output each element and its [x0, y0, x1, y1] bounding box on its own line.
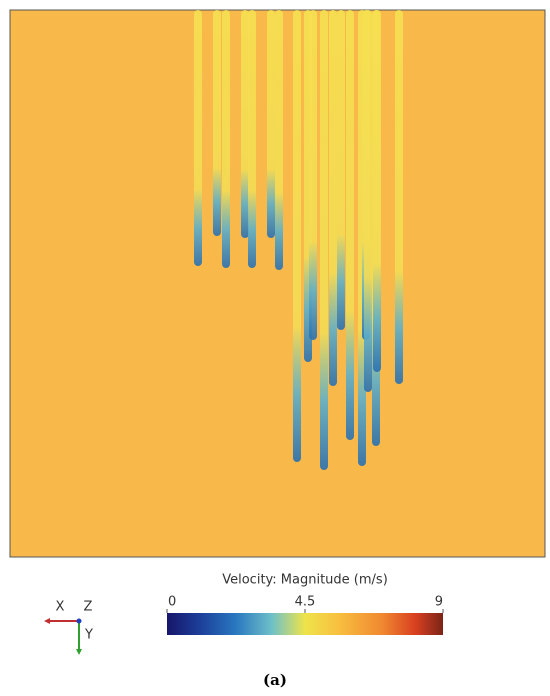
plume: [248, 10, 256, 268]
plume: [364, 10, 372, 392]
plume: [293, 10, 301, 462]
plume: [222, 10, 230, 268]
plumes: [194, 10, 403, 470]
caption: (a): [263, 671, 287, 689]
colorbar-tick-label: 4.5: [295, 595, 316, 610]
plume: [194, 10, 202, 266]
plume: [337, 10, 345, 330]
plume: [373, 10, 381, 372]
x-arrow-head: [44, 618, 50, 624]
plume: [346, 10, 354, 440]
plume: [329, 10, 337, 386]
plume: [395, 10, 403, 384]
colorbar-tick-label: 9: [435, 595, 443, 610]
plume: [275, 10, 283, 270]
plume: [309, 10, 317, 340]
z-axis-dot: [76, 618, 82, 624]
colorbar-tick-label: 0: [168, 595, 176, 610]
z-label: Z: [84, 600, 93, 615]
colorbar: [167, 613, 443, 635]
x-label: X: [56, 600, 65, 615]
plume: [241, 10, 249, 238]
axes-triad: X Z Y: [44, 600, 93, 655]
y-arrow-head: [76, 649, 82, 655]
colorbar-ticks: 0 4.5 9: [166, 595, 444, 613]
y-label: Y: [84, 628, 93, 643]
colorbar-title: Velocity: Magnitude (m/s): [222, 573, 388, 588]
plume: [213, 10, 221, 236]
plume: [320, 10, 328, 470]
plume: [267, 10, 275, 238]
